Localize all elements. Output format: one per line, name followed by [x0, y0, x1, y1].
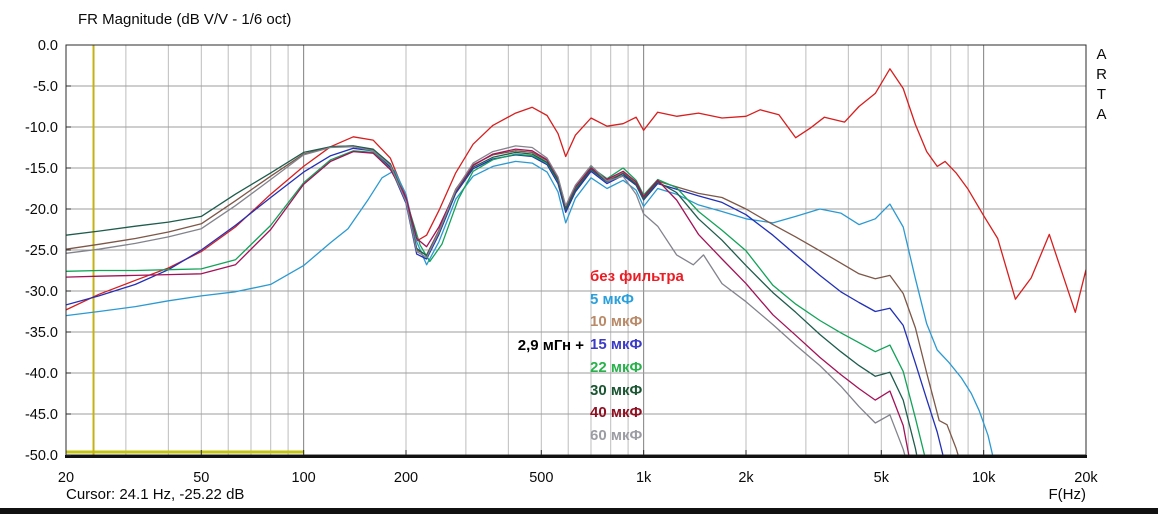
y-tick-label: -10.0: [25, 120, 58, 136]
legend-item-7: 60 мкФ: [590, 426, 643, 444]
legend: без фильтра 5 мкФ 10 мкФ 15 мкФ 22 мкФ 30 мкФ…: [590, 266, 684, 448]
inductor-annotation: 2,9 мГн +: [517, 337, 584, 354]
curve-7: [66, 145, 906, 455]
y-tick-label: -15.0: [25, 161, 58, 177]
x-tick-label: 1k: [636, 470, 652, 486]
x-tick-label: 100: [292, 470, 316, 486]
y-tick-label: -45.0: [25, 407, 58, 423]
curves: [66, 68, 1086, 455]
x-tick-label: 2k: [738, 470, 754, 486]
legend-item-1: 5 мкФ: [590, 290, 634, 308]
curve-1: [66, 160, 994, 455]
x-tick-label: 500: [529, 470, 553, 486]
curve-0: [66, 68, 1086, 313]
x-tick-label: 200: [394, 470, 418, 486]
y-tick-label: -35.0: [25, 325, 58, 341]
x-tick-label: 20: [58, 470, 74, 486]
y-tick-label: 0.0: [38, 38, 58, 54]
arta-watermark: ARTA: [1093, 46, 1110, 126]
y-tick-label: -50.0: [25, 448, 58, 464]
y-tick-label: -40.0: [25, 366, 58, 382]
bottom-window-edge: [0, 508, 1158, 514]
x-tick-label: 5k: [874, 470, 890, 486]
legend-item-3: 15 мкФ: [590, 336, 643, 354]
x-tick-label: 10k: [972, 470, 996, 486]
grid: [66, 45, 1086, 455]
x-tick-label: 20k: [1074, 470, 1098, 486]
cursor-readout: Cursor: 24.1 Hz, -25.22 dB: [66, 486, 245, 503]
y-tick-label: -30.0: [25, 284, 58, 300]
legend-item-4: 22 мкФ: [590, 358, 643, 376]
legend-item-5: 30 мкФ: [590, 381, 643, 399]
x-axis-unit-label: F(Hz): [1048, 486, 1087, 503]
y-tick-label: -5.0: [33, 79, 58, 95]
legend-item-0: без фильтра: [590, 268, 684, 285]
axis-labels: 0.0 -5.0 -10.0 -15.0 -20.0 -25.0 -30.0 -35.0 -40…: [25, 38, 1098, 486]
legend-item-6: 40 мкФ: [590, 404, 643, 422]
plot-title: FR Magnitude (dB V/V - 1/6 oct): [78, 11, 292, 28]
curve-3: [66, 147, 944, 455]
x-tick-label: 50: [193, 470, 209, 486]
y-tick-label: -20.0: [25, 202, 58, 218]
y-tick-label: -25.0: [25, 243, 58, 259]
legend-item-2: 10 мкФ: [590, 313, 643, 331]
axis-ticks: [65, 44, 1087, 456]
